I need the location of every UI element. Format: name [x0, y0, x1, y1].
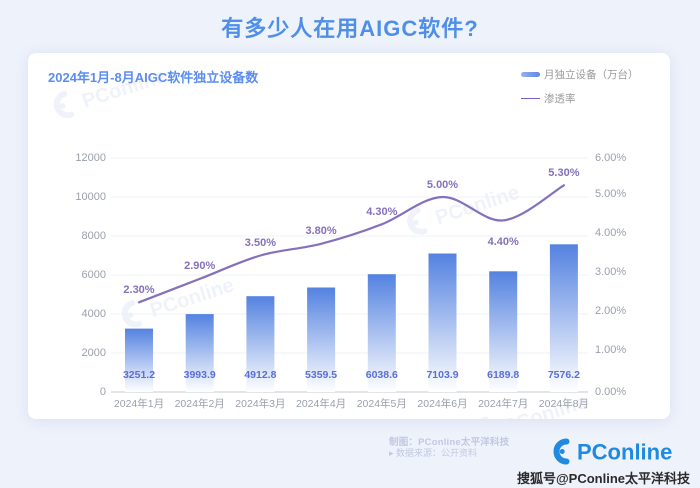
svg-text:2024年6月: 2024年6月 — [417, 397, 467, 410]
svg-text:5359.5: 5359.5 — [305, 369, 337, 381]
svg-text:1.00%: 1.00% — [595, 344, 626, 356]
svg-text:0: 0 — [100, 386, 106, 398]
svg-text:0.00%: 0.00% — [595, 386, 626, 398]
svg-text:7576.2: 7576.2 — [548, 369, 580, 381]
svg-text:5.00%: 5.00% — [427, 179, 458, 191]
svg-text:2024年4月: 2024年4月 — [296, 397, 346, 410]
svg-text:6189.8: 6189.8 — [487, 369, 519, 381]
svg-text:3.50%: 3.50% — [245, 237, 276, 249]
svg-text:2024年7月: 2024年7月 — [478, 397, 528, 410]
svg-text:5.30%: 5.30% — [548, 167, 579, 179]
svg-text:2024年8月: 2024年8月 — [539, 397, 589, 410]
svg-text:PConline: PConline — [577, 440, 672, 465]
svg-text:4000: 4000 — [82, 308, 106, 320]
svg-text:4.00%: 4.00% — [595, 227, 626, 239]
svg-text:4.40%: 4.40% — [488, 236, 519, 248]
svg-text:3.00%: 3.00% — [595, 266, 626, 278]
svg-text:5.00%: 5.00% — [595, 188, 626, 200]
svg-text:2024年5月: 2024年5月 — [357, 397, 407, 410]
svg-text:2024年3月: 2024年3月 — [235, 397, 285, 410]
svg-text:2.90%: 2.90% — [184, 260, 215, 272]
svg-text:4912.8: 4912.8 — [244, 369, 276, 381]
svg-text:12000: 12000 — [75, 152, 106, 164]
svg-text:6000: 6000 — [82, 269, 106, 281]
svg-text:6.00%: 6.00% — [595, 152, 626, 164]
svg-text:3.80%: 3.80% — [305, 225, 336, 237]
svg-text:7103.9: 7103.9 — [426, 369, 458, 381]
svg-text:4.30%: 4.30% — [366, 206, 397, 218]
svg-text:2024年2月: 2024年2月 — [175, 397, 225, 410]
svg-text:6038.6: 6038.6 — [366, 369, 398, 381]
svg-text:10000: 10000 — [75, 191, 106, 203]
svg-text:3251.2: 3251.2 — [123, 369, 155, 381]
svg-text:8000: 8000 — [82, 230, 106, 242]
svg-text:2.30%: 2.30% — [123, 284, 154, 296]
svg-text:3993.9: 3993.9 — [184, 369, 216, 381]
svg-text:2.00%: 2.00% — [595, 305, 626, 317]
svg-text:2024年1月: 2024年1月 — [114, 397, 164, 410]
svg-text:2000: 2000 — [82, 347, 106, 359]
